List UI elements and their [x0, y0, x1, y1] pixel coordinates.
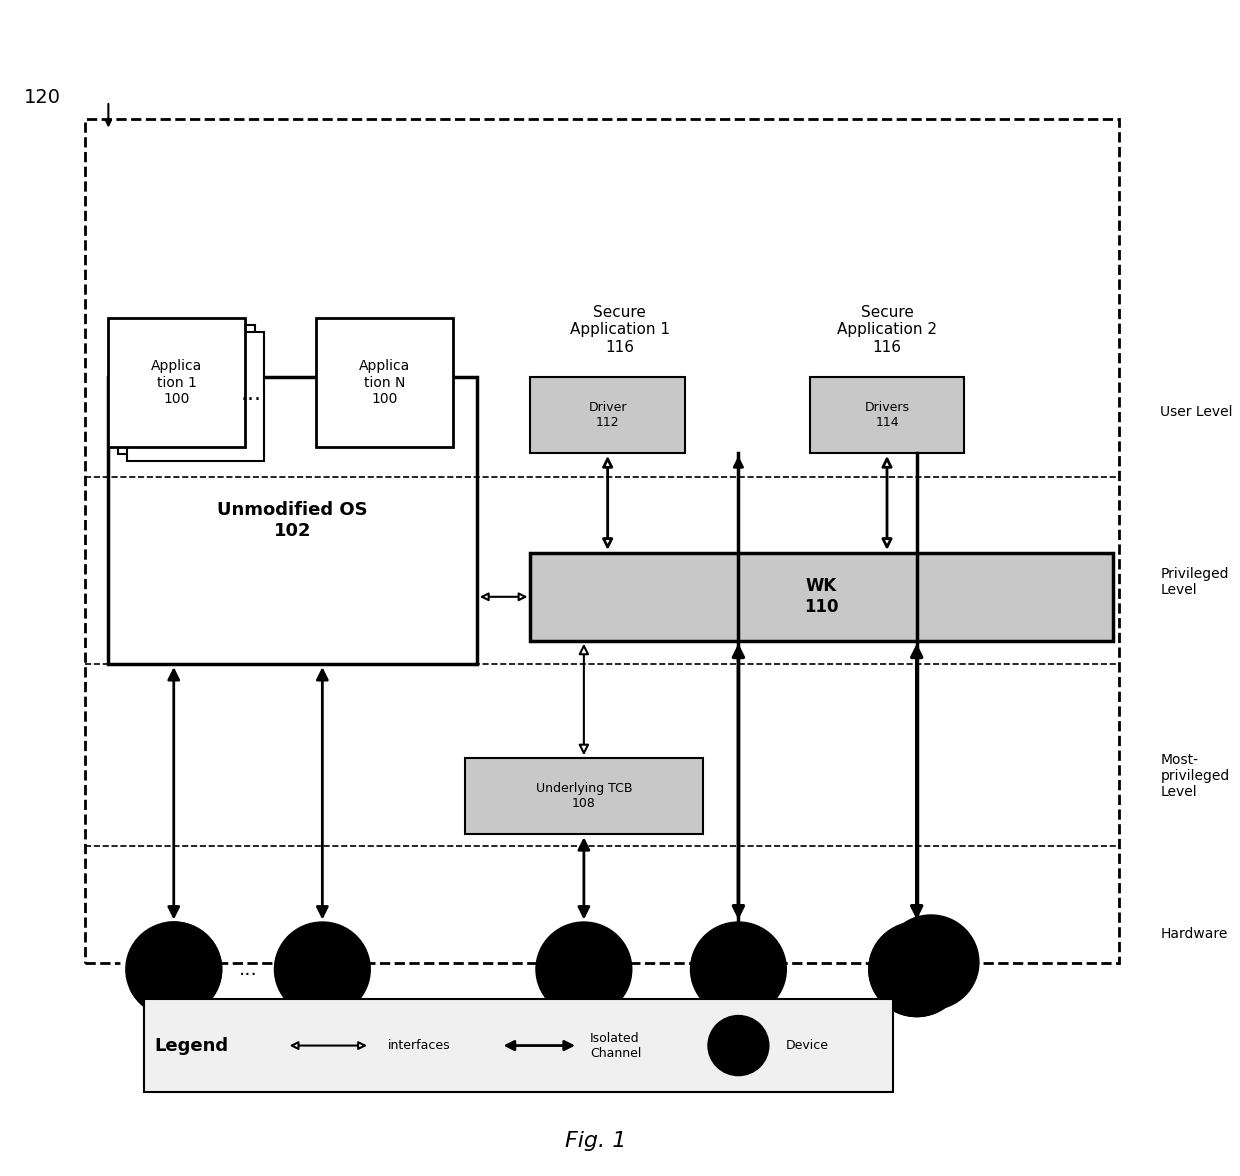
Text: Applica
tion N
100: Applica tion N 100: [360, 360, 410, 406]
Text: 106: 106: [905, 963, 929, 976]
FancyBboxPatch shape: [108, 376, 477, 664]
FancyBboxPatch shape: [144, 998, 893, 1093]
Text: Secure
Application 1
116: Secure Application 1 116: [569, 305, 670, 355]
Text: Unmodified OS
102: Unmodified OS 102: [217, 501, 368, 540]
Text: 106: 106: [905, 963, 929, 976]
FancyBboxPatch shape: [810, 376, 965, 453]
FancyBboxPatch shape: [531, 553, 1112, 641]
Text: Most-
privileged
Level: Most- privileged Level: [1161, 753, 1230, 799]
Text: Drivers
114: Drivers 114: [864, 401, 909, 429]
Text: Driver
112: Driver 112: [589, 401, 627, 429]
FancyBboxPatch shape: [316, 319, 453, 447]
Text: ...: ...: [241, 385, 262, 405]
FancyBboxPatch shape: [128, 333, 264, 461]
Text: 104: 104: [162, 963, 186, 976]
Text: 118: 118: [572, 963, 595, 976]
Text: 104: 104: [310, 963, 335, 976]
Text: Underlying TCB
108: Underlying TCB 108: [536, 782, 632, 810]
Text: WK
110: WK 110: [805, 577, 839, 616]
Circle shape: [122, 923, 202, 1003]
Text: Fig. 1: Fig. 1: [565, 1131, 626, 1151]
Text: Legend: Legend: [155, 1036, 228, 1055]
Circle shape: [537, 922, 631, 1016]
Text: Applica
tion 1
100: Applica tion 1 100: [151, 360, 202, 406]
Circle shape: [126, 922, 221, 1016]
Circle shape: [883, 915, 978, 1009]
Circle shape: [869, 922, 965, 1016]
Circle shape: [869, 922, 965, 1016]
Text: 120: 120: [24, 88, 61, 107]
FancyBboxPatch shape: [108, 319, 246, 447]
Text: ...: ...: [238, 960, 258, 978]
Circle shape: [691, 922, 786, 1016]
FancyBboxPatch shape: [531, 376, 684, 453]
Text: 104: 104: [162, 963, 186, 976]
Text: Privileged
Level: Privileged Level: [1161, 567, 1229, 597]
Circle shape: [126, 922, 221, 1016]
Text: User Level: User Level: [1161, 405, 1233, 419]
Circle shape: [275, 922, 370, 1016]
Circle shape: [709, 1016, 768, 1075]
Text: interfaces: interfaces: [388, 1040, 450, 1053]
Text: Hardware: Hardware: [1161, 927, 1228, 941]
Text: Secure
Application 2
116: Secure Application 2 116: [837, 305, 937, 355]
Text: 106: 106: [727, 963, 750, 976]
Text: Isolated
Channel: Isolated Channel: [590, 1031, 641, 1060]
Text: Device: Device: [786, 1040, 830, 1053]
FancyBboxPatch shape: [465, 759, 703, 835]
FancyBboxPatch shape: [118, 326, 254, 454]
